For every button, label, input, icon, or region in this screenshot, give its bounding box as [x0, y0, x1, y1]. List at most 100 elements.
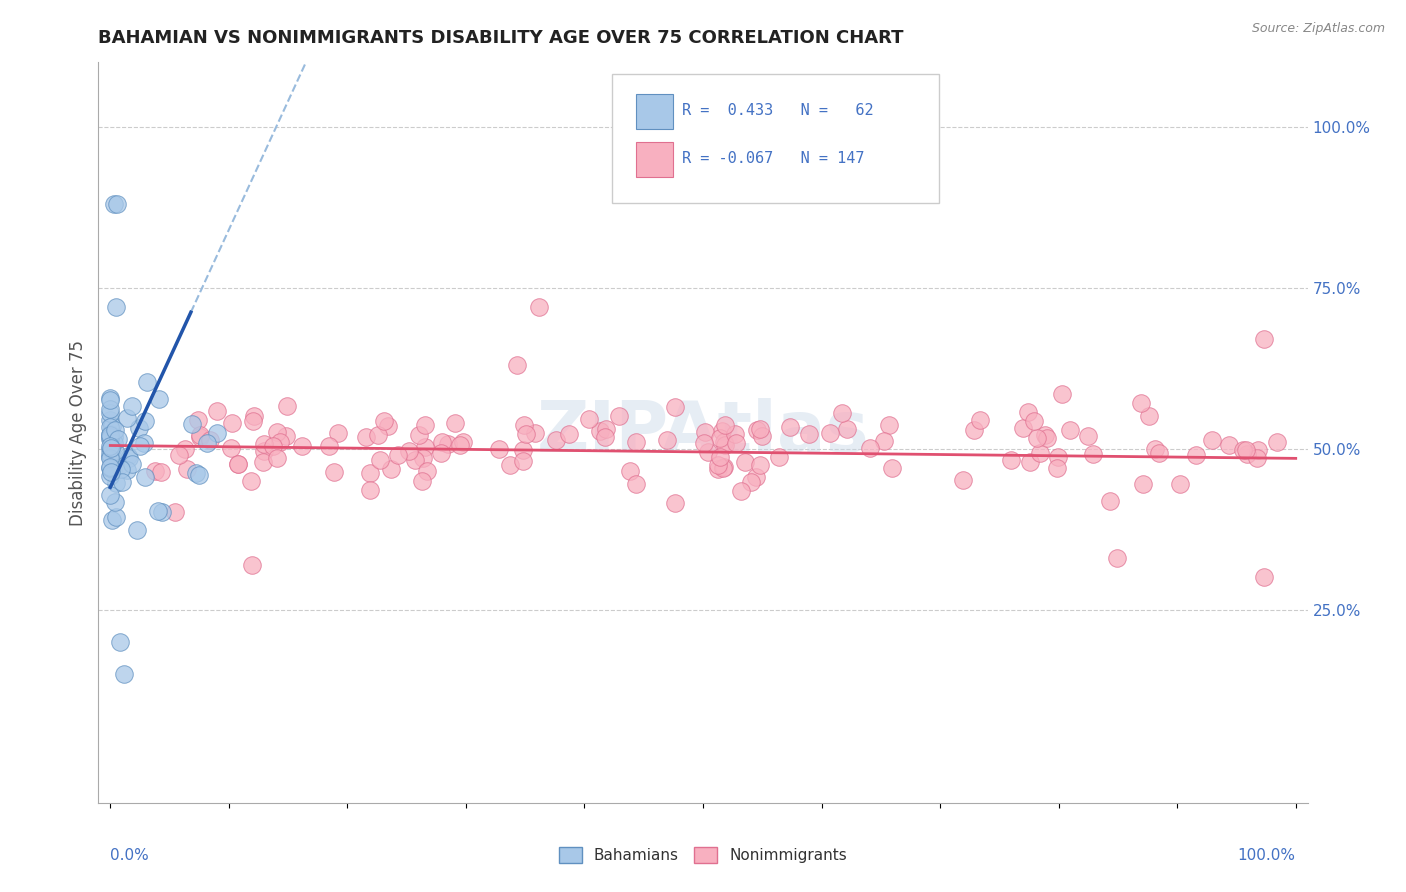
- Point: [595, 422, 617, 436]
- Point: [710, 424, 733, 438]
- Point: [228, 457, 250, 471]
- Point: [328, 425, 350, 440]
- Point: [506, 358, 529, 372]
- Point: [430, 446, 453, 460]
- Point: [1232, 443, 1254, 458]
- Point: [100, 443, 122, 458]
- Point: [831, 406, 853, 420]
- Point: [373, 414, 395, 428]
- Point: [205, 426, 228, 441]
- Point: [711, 461, 734, 475]
- Point: [713, 435, 735, 450]
- Point: [512, 418, 534, 433]
- Point: [187, 468, 209, 483]
- Point: [1046, 460, 1069, 475]
- Point: [1081, 447, 1104, 461]
- Point: [963, 423, 986, 437]
- Point: [104, 475, 127, 490]
- Point: [359, 466, 381, 480]
- Point: [415, 417, 437, 432]
- Point: [181, 417, 204, 431]
- Point: [952, 473, 974, 487]
- Point: [108, 635, 131, 649]
- Point: [98, 406, 121, 420]
- Point: [104, 510, 127, 524]
- Point: [707, 458, 730, 472]
- Point: [707, 462, 730, 476]
- Point: [98, 460, 121, 475]
- Point: [114, 667, 136, 681]
- Point: [724, 436, 747, 450]
- Point: [117, 449, 139, 463]
- Point: [98, 450, 121, 465]
- FancyBboxPatch shape: [637, 94, 672, 129]
- Point: [98, 430, 121, 444]
- Point: [291, 439, 314, 453]
- Point: [104, 494, 127, 508]
- Point: [195, 436, 218, 450]
- Point: [242, 414, 264, 428]
- Point: [578, 411, 600, 425]
- Point: [276, 428, 298, 442]
- Point: [226, 457, 249, 471]
- Text: 0.0%: 0.0%: [110, 848, 149, 863]
- Point: [588, 424, 610, 438]
- Point: [121, 458, 143, 472]
- Point: [1022, 414, 1045, 428]
- Point: [128, 438, 150, 452]
- Point: [146, 504, 169, 518]
- Point: [188, 428, 211, 442]
- Point: [880, 461, 903, 475]
- Point: [253, 437, 276, 451]
- Point: [1253, 570, 1275, 584]
- Point: [103, 430, 125, 444]
- Point: [1265, 435, 1288, 450]
- Point: [98, 433, 121, 447]
- Point: [745, 423, 768, 437]
- Point: [128, 420, 150, 434]
- Point: [411, 474, 433, 488]
- Point: [108, 459, 131, 474]
- Point: [413, 440, 436, 454]
- Point: [176, 462, 198, 476]
- Point: [734, 455, 756, 469]
- Point: [1218, 437, 1240, 451]
- Text: 100.0%: 100.0%: [1237, 848, 1296, 863]
- Point: [724, 427, 747, 442]
- Point: [558, 426, 581, 441]
- Point: [1185, 448, 1208, 462]
- Point: [1247, 442, 1270, 457]
- Point: [512, 443, 534, 458]
- Point: [103, 197, 125, 211]
- Point: [1201, 434, 1223, 448]
- Point: [593, 430, 616, 444]
- Point: [709, 450, 731, 465]
- Point: [253, 444, 276, 458]
- Point: [820, 426, 842, 441]
- Point: [98, 439, 121, 453]
- Point: [408, 427, 430, 442]
- Point: [1050, 387, 1073, 401]
- Point: [266, 425, 288, 439]
- Point: [768, 450, 790, 464]
- Point: [205, 404, 228, 418]
- Point: [121, 399, 143, 413]
- Point: [1246, 451, 1268, 466]
- Point: [624, 434, 647, 449]
- Point: [101, 418, 124, 433]
- Point: [198, 434, 221, 448]
- Point: [1143, 442, 1166, 457]
- Point: [187, 413, 209, 427]
- Point: [98, 450, 121, 464]
- Point: [118, 450, 141, 465]
- Point: [1019, 455, 1042, 469]
- Point: [127, 523, 149, 537]
- Point: [873, 434, 896, 449]
- Legend: Bahamians, Nonimmigrants: Bahamians, Nonimmigrants: [553, 841, 853, 869]
- Point: [436, 437, 458, 451]
- Point: [451, 434, 474, 449]
- Point: [98, 447, 121, 461]
- Text: ZIPAtlas: ZIPAtlas: [537, 398, 869, 467]
- Point: [98, 442, 121, 457]
- Point: [1132, 476, 1154, 491]
